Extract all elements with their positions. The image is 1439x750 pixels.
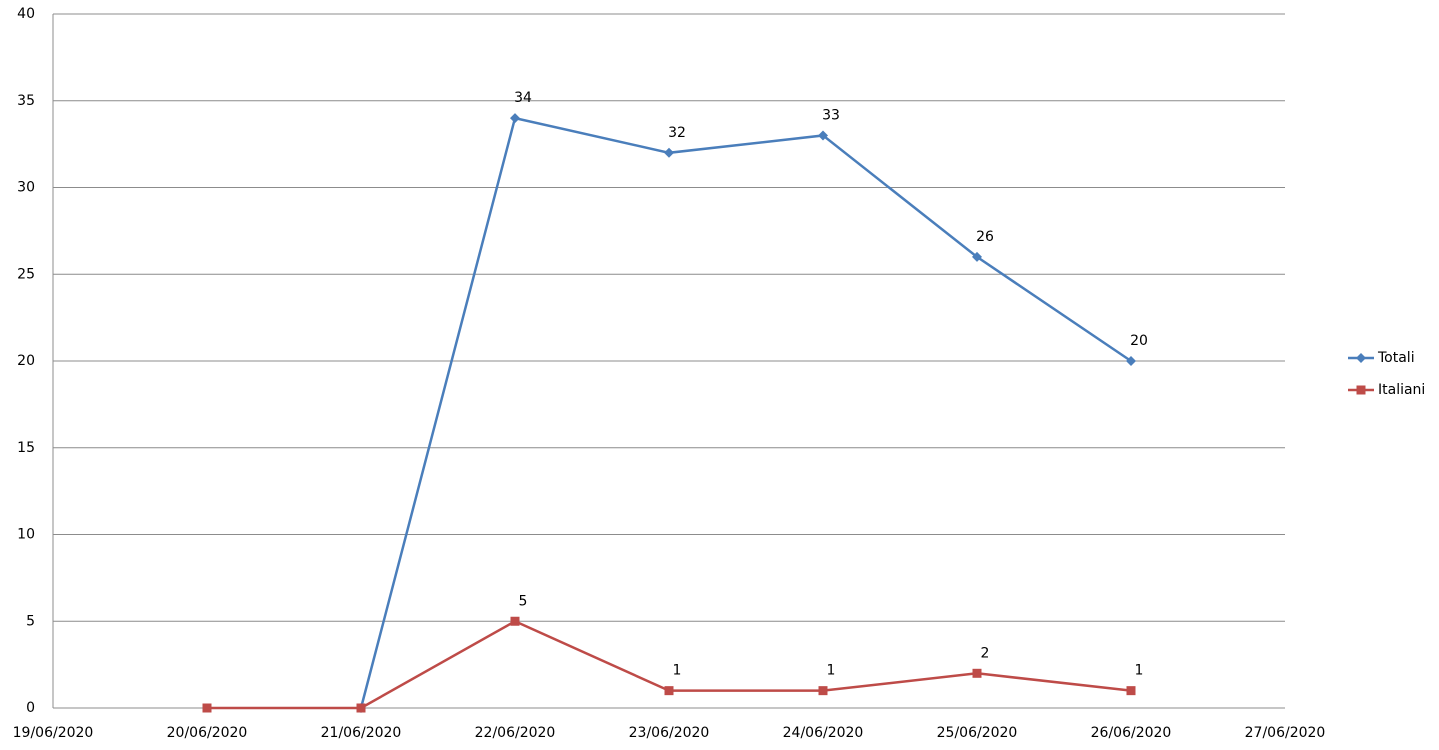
x-tick-label: 26/06/2020: [1091, 725, 1172, 741]
x-tick-label: 27/06/2020: [1245, 725, 1326, 741]
data-point: [664, 686, 674, 696]
data-label: 2: [981, 645, 990, 661]
x-tick-label: 24/06/2020: [783, 725, 864, 741]
data-point: [972, 668, 982, 678]
x-tick-label: 21/06/2020: [321, 725, 402, 741]
y-tick-label: 5: [26, 613, 35, 629]
data-label: 34: [514, 90, 532, 106]
x-tick-label: 20/06/2020: [167, 725, 248, 741]
data-point: [202, 703, 212, 713]
data-point: [972, 251, 982, 262]
y-tick-label: 15: [17, 440, 35, 456]
data-point: [1126, 356, 1136, 366]
data-point: [356, 703, 366, 713]
x-tick-label: 22/06/2020: [475, 725, 556, 741]
y-tick-label: 30: [17, 180, 35, 196]
data-label: 1: [1135, 663, 1144, 679]
data-point: [1126, 686, 1136, 696]
x-tick-label: 25/06/2020: [937, 725, 1018, 741]
data-point: [510, 616, 520, 626]
y-tick-label: 35: [17, 93, 35, 109]
data-label: 5: [519, 593, 528, 609]
data-label: 33: [822, 107, 840, 123]
y-tick-label: 10: [17, 527, 35, 543]
data-label: 20: [1130, 333, 1148, 349]
y-tick-label: 40: [17, 6, 35, 22]
y-tick-label: 25: [17, 266, 35, 282]
data-label: 1: [827, 663, 836, 679]
data-label: 1: [673, 663, 682, 679]
series-line: [359, 116, 1132, 709]
x-tick-label: 19/06/2020: [13, 725, 94, 741]
x-tick-label: 23/06/2020: [629, 725, 710, 741]
y-tick-label: 20: [17, 353, 35, 369]
data-point: [510, 113, 520, 124]
legend-marker: [1356, 385, 1366, 395]
data-point: [818, 686, 828, 696]
legend-label: Italiani: [1378, 382, 1425, 398]
data-label: 26: [976, 229, 994, 245]
legend-marker: [1356, 353, 1366, 363]
data-label: 32: [668, 125, 686, 141]
data-point: [664, 147, 674, 158]
legend-label: Totali: [1377, 350, 1415, 366]
y-tick-label: 0: [26, 700, 35, 716]
data-point: [818, 130, 828, 141]
